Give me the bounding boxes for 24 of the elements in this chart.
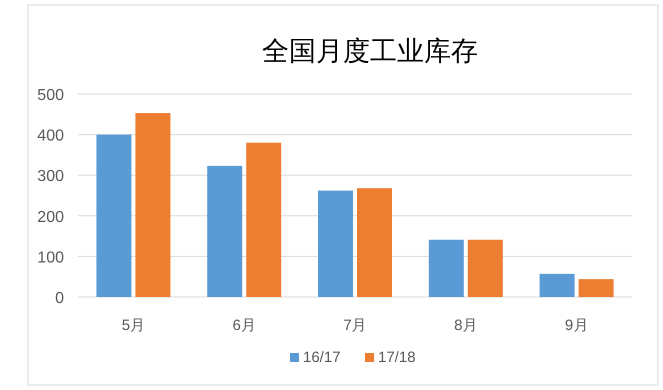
bar bbox=[318, 190, 353, 297]
bar bbox=[357, 188, 392, 297]
x-tick-label: 5月 bbox=[122, 317, 146, 334]
y-tick-label: 200 bbox=[37, 208, 64, 226]
bar bbox=[96, 134, 132, 297]
y-tick-label: 400 bbox=[37, 128, 64, 145]
y-tick-label: 300 bbox=[37, 168, 64, 186]
x-tick-label: 9月 bbox=[564, 317, 588, 334]
bar bbox=[428, 240, 464, 297]
x-tick-label: 8月 bbox=[454, 317, 478, 334]
bar bbox=[135, 113, 170, 297]
y-tick-label: 500 bbox=[37, 87, 64, 104]
bar bbox=[207, 166, 242, 297]
y-tick-label: 100 bbox=[37, 249, 64, 266]
chart-title: 全国月度工业库存 bbox=[262, 36, 478, 66]
x-tick-label: 6月 bbox=[232, 317, 256, 334]
y-tick-label: 0 bbox=[55, 290, 64, 307]
bar bbox=[578, 279, 614, 297]
bar bbox=[540, 274, 575, 297]
legend-label: 17/18 bbox=[378, 349, 416, 366]
bar bbox=[246, 142, 282, 297]
legend-label: 16/17 bbox=[303, 349, 341, 366]
bar bbox=[468, 240, 503, 297]
x-tick-label: 7月 bbox=[343, 317, 367, 334]
